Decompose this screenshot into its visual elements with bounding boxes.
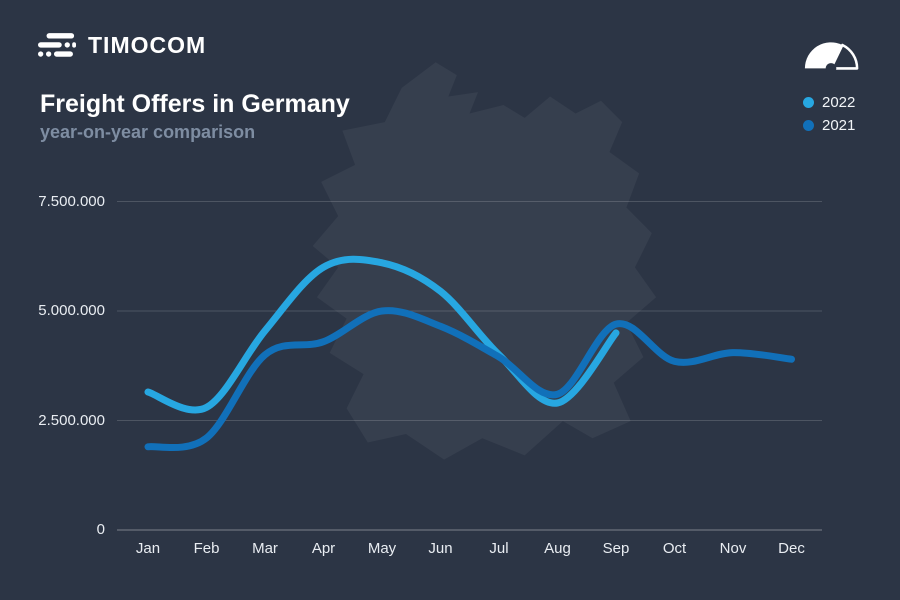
x-axis-label: Jan	[135, 540, 161, 557]
y-axis-label: 0	[96, 521, 105, 538]
x-axis-label: Jun	[428, 540, 453, 557]
page-title: Freight Offers in Germany	[40, 90, 350, 118]
y-axis-label: 7.500.000	[38, 192, 105, 210]
x-axis-label: Feb	[193, 540, 220, 557]
germany-outline	[312, 62, 657, 460]
chart-header: Freight Offers in Germany year-on-year c…	[40, 90, 350, 142]
legend-label-2021: 2021	[822, 117, 856, 134]
x-axis-label: Apr	[311, 540, 336, 557]
legend-item-2022: 2022	[803, 93, 855, 112]
series-line-2022	[144, 255, 620, 414]
x-axis-label: Dec	[778, 540, 805, 557]
x-axis-label: Jul	[489, 540, 509, 557]
x-axis-label: Aug	[544, 540, 571, 557]
x-axis-label: Sep	[602, 540, 630, 557]
logo-text: TIMOCOM	[88, 32, 207, 58]
x-axis-label: Nov	[719, 540, 747, 557]
y-axis-label: 5.000.000	[38, 302, 105, 319]
x-axis-label: Mar	[252, 540, 278, 557]
chart-legend: 2022 2021	[803, 93, 855, 135]
legend-dot-2022	[803, 97, 814, 108]
data-series	[144, 255, 795, 452]
series-line-2021	[144, 307, 795, 452]
timocom-logo: TIMOCOM	[38, 32, 206, 59]
page-subtitle: year-on-year comparison	[40, 122, 256, 142]
y-axis-label: 2.500.000	[38, 411, 105, 429]
x-axis-label: Oct	[662, 540, 687, 557]
legend-label-2022: 2022	[822, 94, 856, 111]
grid-lines	[117, 201, 822, 531]
legend-dot-2021	[803, 120, 814, 131]
x-axis-label: May	[367, 540, 397, 557]
germany-map-silhouette	[312, 62, 657, 460]
speedometer-icon	[804, 42, 859, 72]
road-lines-icon	[38, 33, 76, 57]
legend-item-2021: 2021	[803, 116, 855, 135]
